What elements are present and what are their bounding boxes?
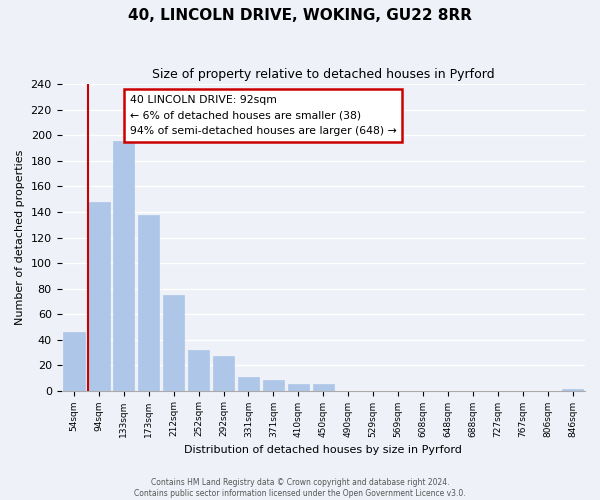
Bar [313, 384, 334, 390]
Bar [188, 350, 209, 391]
Y-axis label: Number of detached properties: Number of detached properties [15, 150, 25, 325]
Bar [163, 295, 184, 390]
Text: 40 LINCOLN DRIVE: 92sqm
← 6% of detached houses are smaller (38)
94% of semi-det: 40 LINCOLN DRIVE: 92sqm ← 6% of detached… [130, 95, 397, 136]
Title: Size of property relative to detached houses in Pyrford: Size of property relative to detached ho… [152, 68, 494, 80]
Bar [113, 140, 134, 390]
Bar [263, 380, 284, 390]
Bar [238, 376, 259, 390]
Bar [288, 384, 309, 390]
Text: 40, LINCOLN DRIVE, WOKING, GU22 8RR: 40, LINCOLN DRIVE, WOKING, GU22 8RR [128, 8, 472, 22]
X-axis label: Distribution of detached houses by size in Pyrford: Distribution of detached houses by size … [184, 445, 462, 455]
Bar [88, 202, 110, 390]
Text: Contains HM Land Registry data © Crown copyright and database right 2024.
Contai: Contains HM Land Registry data © Crown c… [134, 478, 466, 498]
Bar [213, 356, 234, 390]
Bar [138, 214, 160, 390]
Bar [64, 332, 85, 390]
